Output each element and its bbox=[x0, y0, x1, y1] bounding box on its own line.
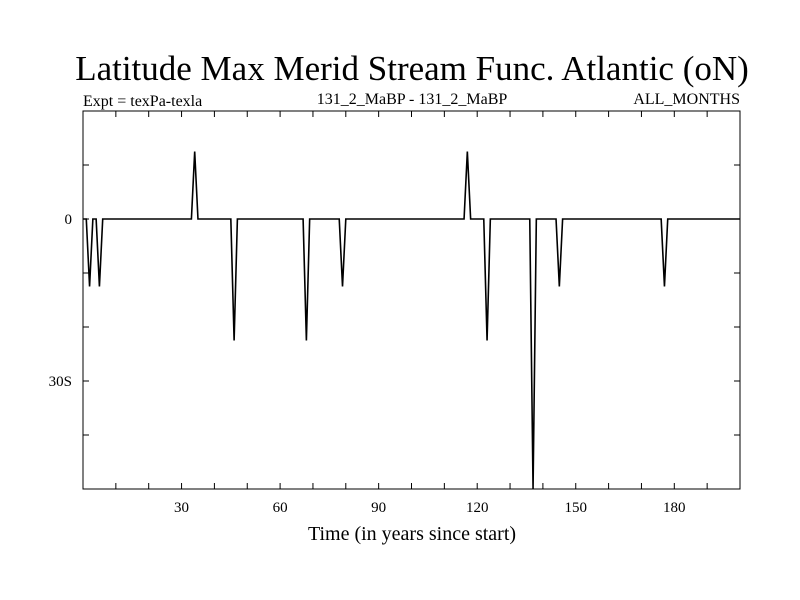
x-tick-label: 60 bbox=[273, 500, 288, 516]
experiment-label: Expt = texPa-texla bbox=[83, 93, 202, 110]
plot-area-frame bbox=[82, 110, 741, 490]
y-axis-tick-labels: 0 30S bbox=[49, 212, 72, 390]
y-tick-label: 30S bbox=[49, 374, 72, 390]
x-tick-label: 90 bbox=[371, 500, 386, 516]
x-axis-label: Time (in years since start) bbox=[308, 523, 516, 545]
x-axis-tick-labels: 30 60 90 120 150 180 bbox=[174, 500, 686, 516]
run-comparison-label: 131_2_MaBP - 131_2_MaBP bbox=[317, 91, 508, 108]
x-tick-label: 180 bbox=[663, 500, 686, 516]
series-group bbox=[83, 151, 740, 490]
months-label: ALL_MONTHS bbox=[633, 91, 740, 108]
y-tick-label: 0 bbox=[65, 212, 73, 228]
chart-title: Latitude Max Merid Stream Func. Atlantic… bbox=[75, 49, 749, 88]
y-axis-ticks bbox=[83, 164, 740, 436]
series-line bbox=[83, 151, 740, 490]
x-tick-label: 150 bbox=[565, 500, 588, 516]
x-tick-label: 30 bbox=[174, 500, 189, 516]
x-tick-label: 120 bbox=[466, 500, 489, 516]
x-axis-ticks bbox=[115, 111, 708, 489]
